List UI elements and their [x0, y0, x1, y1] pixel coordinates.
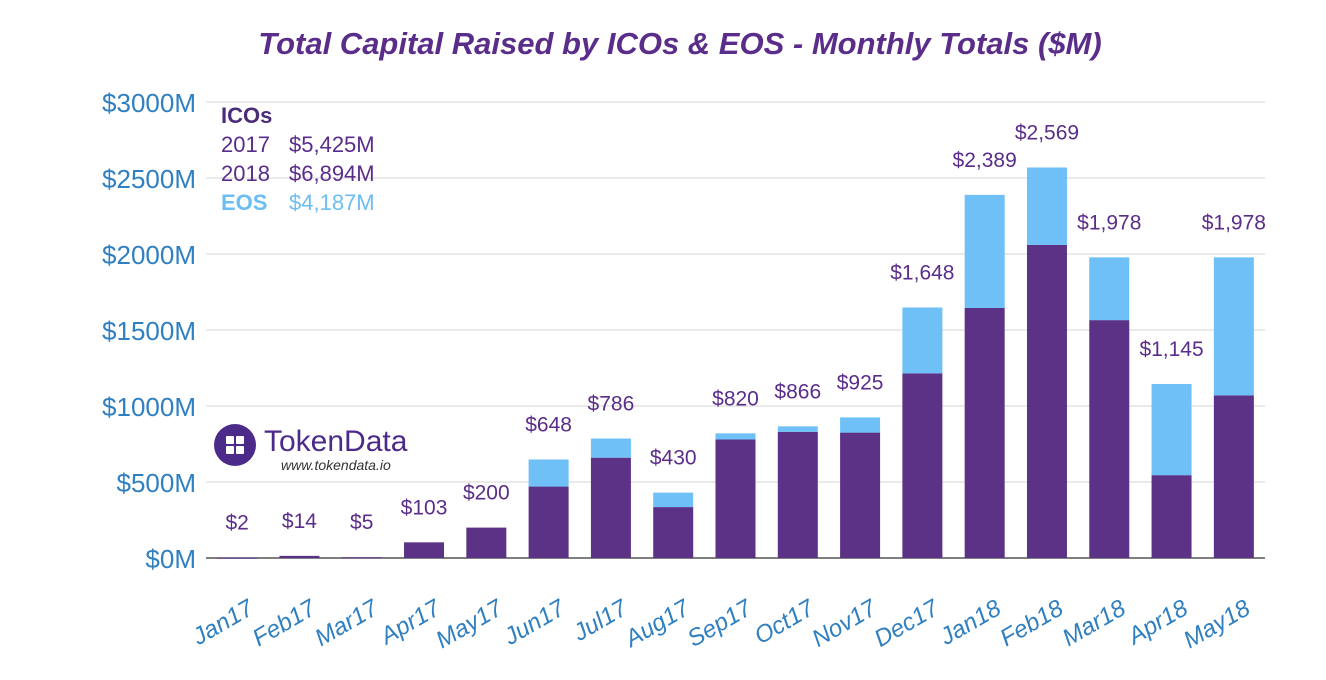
y-tick-label: $0M	[145, 544, 196, 574]
legend-value: $6,894M	[289, 161, 375, 186]
x-tick-label: Jun17	[499, 594, 571, 651]
bar-icos-aug17	[653, 507, 694, 558]
x-tick-label: May17	[431, 594, 508, 654]
legend-row-eos: EOS $4,187M	[221, 188, 375, 217]
bar-eos-apr18	[1151, 383, 1192, 476]
legend-row-2018: 2018 $6,894M	[221, 159, 375, 188]
bar-eos-feb18	[1026, 167, 1067, 245]
legend-value: $5,425M	[289, 132, 375, 157]
bars	[217, 167, 1254, 559]
x-tick-label: Nov17	[808, 594, 883, 653]
bar-value-labels: $2 $14 $5 $103 $200 $648 $786 $430 $820 $866 $925 $…	[225, 122, 1266, 535]
logo-url: www.tokendata.io	[281, 457, 391, 473]
bar-eos-nov17	[840, 417, 881, 433]
x-tick-label: Jan17	[187, 594, 259, 651]
x-tick-label: Mar17	[310, 594, 384, 652]
bar-eos-jan18	[964, 194, 1005, 308]
bar-icos-mar17	[341, 557, 382, 559]
legend-value: $4,187M	[289, 190, 375, 215]
x-tick-label: Jul17	[568, 594, 633, 647]
bar-total-label: $820	[712, 387, 759, 410]
bar-icos-nov17	[840, 432, 881, 558]
x-tick-label: Apr18	[1122, 594, 1193, 651]
bar-eos-jun17	[528, 459, 569, 487]
legend-label: 2017	[221, 132, 270, 157]
chart-title: Total Capital Raised by ICOs & EOS - Mon…	[258, 26, 1102, 61]
legend-row-2017: 2017 $5,425M	[221, 130, 375, 159]
y-tick-label: $1500M	[102, 316, 196, 346]
y-tick-label: $2500M	[102, 164, 196, 194]
bar-total-label: $648	[525, 414, 572, 437]
legend-label: 2018	[221, 161, 270, 186]
bar-total-label: $786	[588, 393, 635, 416]
x-tick-label: Oct17	[750, 594, 820, 650]
legend-header: ICOs	[221, 103, 273, 128]
bar-total-label: $2	[225, 512, 248, 535]
bar-eos-oct17	[777, 426, 818, 432]
bar-eos-aug17	[653, 492, 694, 508]
x-tick-label: Dec17	[870, 594, 945, 653]
bar-total-label: $1,978	[1202, 211, 1266, 234]
x-tick-label: Aug17	[619, 594, 696, 654]
bar-total-label: $14	[282, 510, 317, 533]
gridlines	[206, 101, 1265, 559]
y-tick-label: $1000M	[102, 392, 196, 422]
bar-total-label: $2,569	[1015, 122, 1079, 145]
bar-icos-apr18	[1151, 475, 1192, 558]
x-tick-label: Feb17	[248, 594, 322, 652]
bar-total-label: $1,978	[1077, 211, 1141, 234]
bar-eos-jul17	[590, 438, 631, 458]
bar-total-label: $925	[837, 371, 884, 394]
legend: ICOs 2017 $5,425M 2018 $6,894M EOS $4,187M	[221, 101, 375, 217]
bar-icos-sep17	[715, 439, 756, 558]
x-tick-label: Jan18	[935, 594, 1007, 651]
x-tick-label: May18	[1179, 594, 1255, 654]
bar-total-label: $200	[463, 482, 510, 505]
legend-label: EOS	[221, 190, 268, 215]
bar-icos-mar18	[1089, 320, 1130, 558]
bar-eos-dec17	[902, 307, 943, 374]
bar-icos-jan18	[964, 307, 1005, 558]
bar-icos-oct17	[777, 431, 818, 558]
bar-icos-feb18	[1026, 244, 1067, 558]
tokendata-grid-icon	[214, 424, 256, 466]
x-tick-label: Sep17	[683, 594, 758, 653]
y-tick-label: $500M	[117, 468, 197, 498]
x-tick-label: Apr17	[374, 594, 446, 651]
bar-icos-feb17	[279, 555, 320, 558]
logo-name: TokenData	[264, 425, 408, 458]
y-tick-label: $2000M	[102, 240, 196, 270]
bar-icos-jun17	[528, 486, 569, 558]
x-tick-label: Mar18	[1058, 594, 1131, 652]
bar-total-label: $866	[774, 380, 821, 403]
bar-icos-may18	[1213, 395, 1254, 558]
bar-eos-sep17	[715, 433, 756, 440]
bar-total-label: $430	[650, 447, 697, 470]
bar-total-label: $2,389	[953, 149, 1017, 172]
y-axis-ticks: $0M $500M $1000M $1500M $2000M $2500M $3000M	[102, 88, 196, 574]
x-tick-label: Feb18	[996, 594, 1069, 652]
bar-icos-jul17	[590, 457, 631, 558]
bar-eos-may18	[1213, 257, 1254, 396]
bar-eos-mar18	[1089, 257, 1130, 321]
bar-total-label: $5	[350, 511, 373, 534]
y-tick-label: $3000M	[102, 88, 196, 118]
bar-icos-dec17	[902, 373, 943, 558]
bar-icos-jan17	[217, 557, 258, 559]
bar-total-label: $103	[401, 496, 448, 519]
bar-icos-may17	[466, 527, 507, 558]
bar-total-label: $1,648	[890, 262, 954, 285]
bar-icos-apr17	[404, 542, 445, 558]
bar-total-label: $1,145	[1139, 338, 1203, 361]
